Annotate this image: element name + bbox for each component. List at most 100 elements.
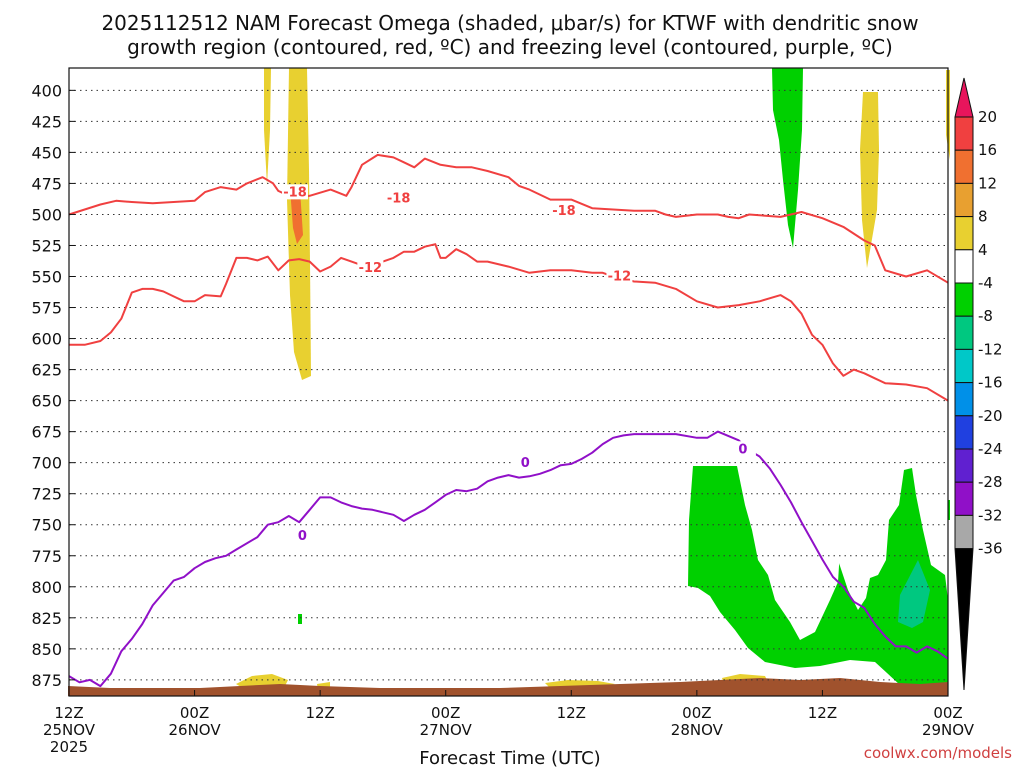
colorbar-tick-label: 4	[978, 241, 988, 259]
omega-shading	[68, 68, 950, 696]
contour-label-background	[282, 184, 309, 200]
y-tick-label: 625	[31, 361, 62, 380]
contour-lines: -18 -18 -18 -12 -12 0 0 0	[68, 153, 949, 688]
axes: 400 425 450 475 500 525 550 575 600 625 650 675 700 7…	[31, 67, 975, 756]
contour-label-background	[729, 441, 756, 457]
colorbar-band	[954, 382, 974, 417]
x-tick-time: 12Z	[808, 704, 837, 722]
contour-label-background	[289, 528, 316, 544]
colorbar-band	[954, 514, 974, 550]
minus-12-isotherm-label: -12	[359, 261, 383, 276]
contour-label-background	[606, 268, 633, 284]
colorbar-tick-label: -8	[978, 307, 993, 325]
minus-18-isotherm-label: -18	[387, 192, 411, 207]
y-tick-label: 575	[31, 299, 62, 318]
y-tick-label: 500	[31, 205, 62, 224]
omega-colorbar: 20 16 12 8 4 -4 -8 -12 -16 -20 -24 -28 -32 -36	[954, 77, 1003, 691]
omega-negative-region	[818, 525, 840, 600]
colorbar-tick-label: -36	[978, 540, 1003, 558]
colorbar-tick-label: -12	[978, 340, 1003, 358]
y-tick-label: 700	[31, 454, 62, 473]
colorbar-tick-label: -16	[978, 374, 1003, 392]
contour-label-background	[512, 454, 539, 470]
y-tick-label: 425	[31, 112, 62, 131]
x-tick-date: 27NOV	[420, 721, 473, 739]
colorbar-tick-label: -32	[978, 506, 1003, 524]
y-tick-label: 725	[31, 485, 62, 504]
x-tick-time: 12Z	[54, 704, 83, 722]
y-tick-label: 750	[31, 516, 62, 535]
colorbar-tick-label: 20	[978, 108, 997, 126]
colorbar-band	[954, 481, 974, 516]
colorbar-band	[954, 415, 974, 450]
colorbar-tick-label: 12	[978, 174, 997, 192]
colorbar-tick-label: -28	[978, 473, 1003, 491]
colorbar-tick-label: 16	[978, 141, 997, 159]
contour-label-background	[385, 190, 412, 206]
x-tick-time: 00Z	[682, 704, 711, 722]
y-tick-label: 875	[31, 671, 62, 690]
x-tick-time: 00Z	[431, 704, 460, 722]
zero-isotherm-label: 0	[521, 456, 530, 471]
x-tick-time: 00Z	[180, 704, 209, 722]
colorbar-tick-label: 8	[978, 208, 988, 226]
chart-title-line-2: growth region (contoured, red, ºC) and f…	[127, 35, 893, 59]
x-tick-time: 12Z	[305, 704, 334, 722]
y-tick-label: 550	[31, 268, 62, 287]
colorbar-band	[954, 315, 974, 350]
y-tick-label: 675	[31, 423, 62, 442]
terrain-ground	[68, 678, 948, 696]
x-axis-label: Forecast Time (UTC)	[419, 748, 600, 768]
site-credit: coolwx.com/models	[864, 744, 1012, 762]
x-tick-date: 28NOV	[671, 721, 724, 739]
y-tick-label: 775	[31, 547, 62, 566]
y-tick-label: 525	[31, 236, 62, 255]
x-tick-date: 29NOV	[922, 721, 975, 739]
omega-positive-region	[860, 92, 879, 268]
plot-frame	[68, 67, 949, 697]
zero-isotherm-label: 0	[738, 442, 747, 457]
minus-18-isotherm-label: -18	[552, 204, 576, 219]
y-tick-label: 825	[31, 609, 62, 628]
x-tick-time: 00Z	[933, 704, 962, 722]
minus-12-isotherm-label: -12	[608, 270, 632, 285]
colorbar-tick-label: -4	[978, 274, 993, 292]
omega-negative-region	[688, 466, 948, 685]
colorbar-band	[954, 448, 974, 483]
minus-18-isotherm-line	[68, 153, 949, 284]
colorbar-band	[954, 348, 974, 384]
start-year-label: 2025	[50, 738, 88, 756]
minus-18-isotherm-label: -18	[283, 185, 307, 200]
colorbar-band	[954, 149, 974, 184]
zero-isotherm-line	[68, 430, 949, 688]
omega-negative-region	[898, 560, 930, 628]
chart-title-line-1: 2025112512 NAM Forecast Omega (shaded, μ…	[101, 11, 918, 35]
pressure-gridlines	[69, 89, 948, 681]
contour-label-background	[357, 260, 384, 276]
colorbar-band	[954, 182, 974, 218]
y-tick-label: 450	[31, 143, 62, 162]
colorbar-top-arrow	[954, 77, 974, 118]
y-tick-label: 850	[31, 640, 62, 659]
y-tick-label: 650	[31, 392, 62, 411]
omega-negative-region	[298, 614, 302, 624]
y-tick-label: 400	[31, 81, 62, 100]
x-tick-date: 25NOV	[43, 721, 96, 739]
x-tick-time: 12Z	[557, 704, 586, 722]
colorbar-band	[954, 216, 974, 251]
omega-positive-region	[264, 68, 271, 185]
omega-positive-region	[290, 188, 303, 244]
colorbar-band	[954, 249, 974, 284]
y-tick-label: 600	[31, 330, 62, 349]
colorbar-band	[954, 282, 974, 317]
colorbar-tick-label: -24	[978, 440, 1003, 458]
x-tick-date: 26NOV	[169, 721, 222, 739]
minus-12-isotherm-line	[69, 243, 949, 402]
y-tick-label: 800	[31, 578, 62, 597]
zero-isotherm-label: 0	[298, 529, 307, 544]
y-tick-label: 475	[31, 174, 62, 193]
omega-negative-region	[772, 68, 803, 248]
contour-label-background	[550, 202, 577, 218]
colorbar-band	[954, 116, 974, 151]
